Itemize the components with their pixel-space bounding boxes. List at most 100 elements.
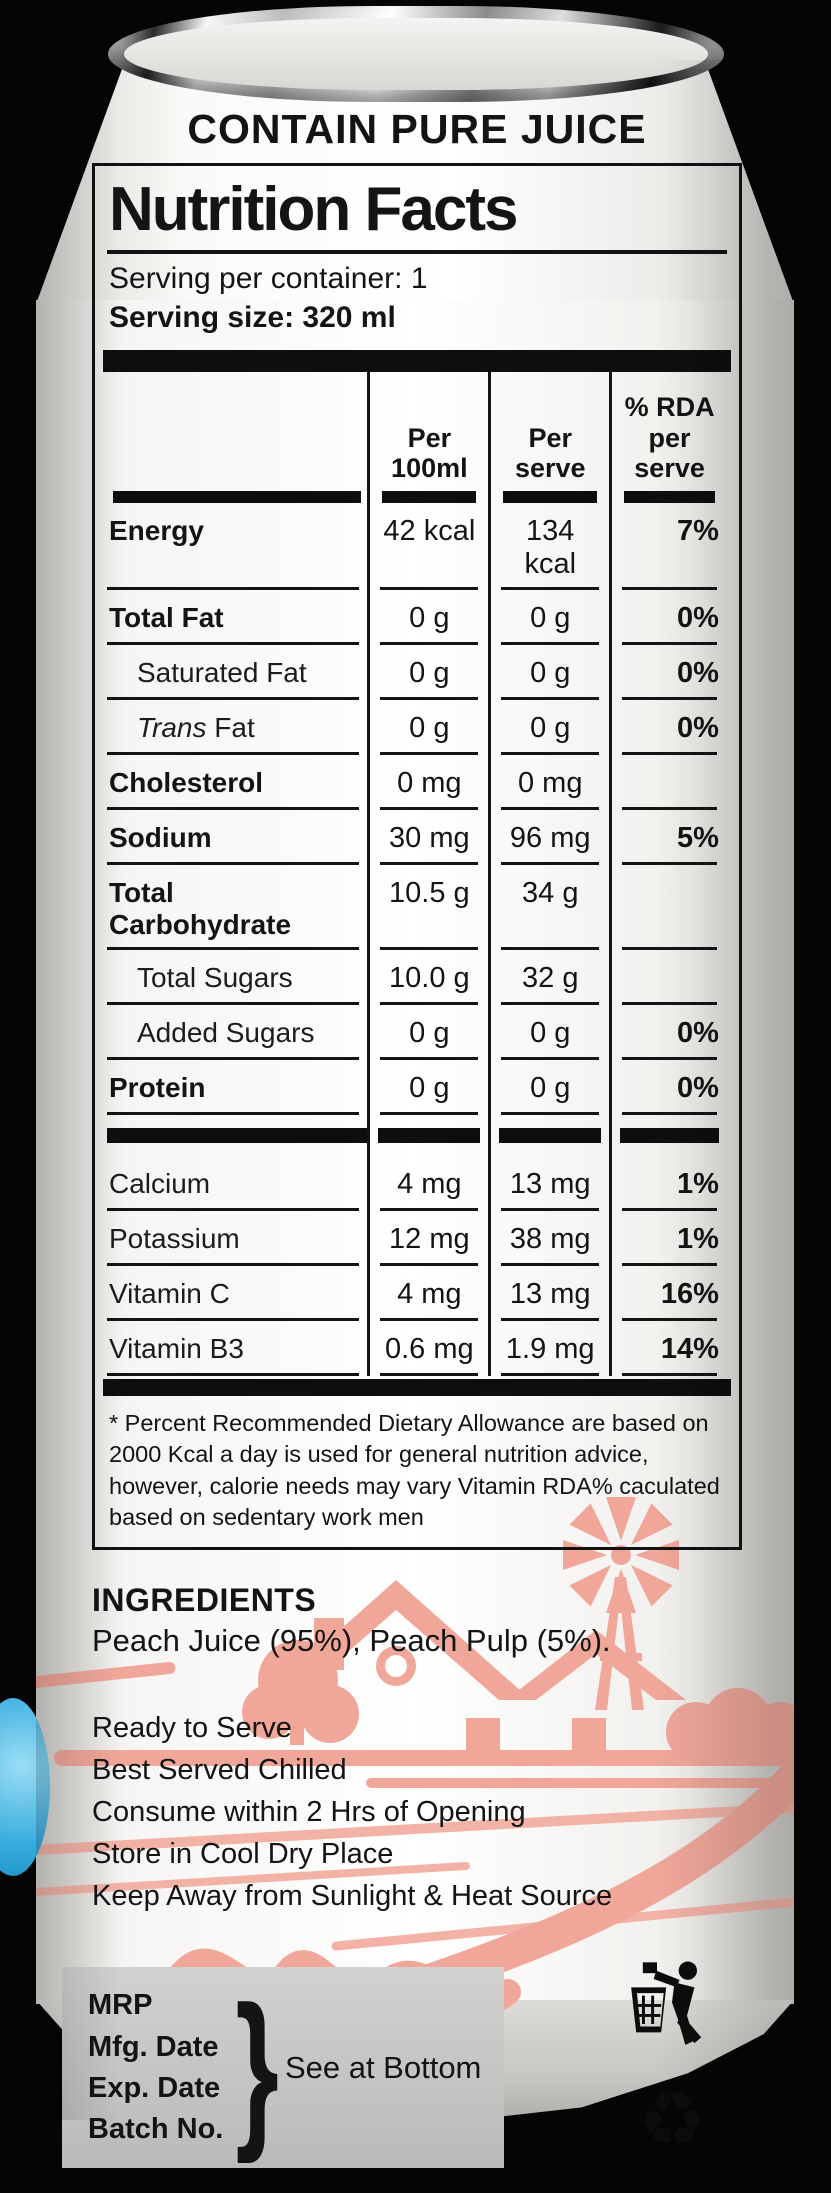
header-underbar: [382, 491, 477, 504]
top-banner-text: CONTAIN PURE JUICE: [187, 106, 647, 152]
tidyman-icon: [631, 1961, 702, 2046]
farm-illustration: [36, 1380, 794, 2025]
bottom-thick-bar: [103, 1379, 731, 1397]
bushes-icon: [666, 1688, 794, 1768]
rda-value: 14%: [609, 1321, 727, 1377]
ingredients-heading: INGREDIENTS: [92, 1582, 317, 1619]
rda-value: 1%: [609, 1211, 727, 1267]
per-100ml-value: 0 g: [367, 590, 488, 646]
header-per-serve: Per serve: [488, 372, 609, 504]
per-serve-value: 1.9 mg: [488, 1321, 609, 1377]
rda-value: 16%: [609, 1266, 727, 1322]
nutrient-label: Total Fat: [107, 590, 367, 646]
ingredients-text: Peach Juice (95%), Peach Pulp (5%).: [92, 1623, 611, 1659]
mrp-box: MRP Mfg. Date Exp. Date Batch No. } See …: [62, 1967, 504, 2169]
rda-value: 7%: [609, 503, 727, 591]
header-per-serve-label: Per serve: [514, 422, 586, 483]
can-body: [36, 300, 794, 2004]
rda-value: 0%: [609, 700, 727, 756]
rda-value: 0%: [609, 1005, 727, 1061]
per-serve-value: 13 mg: [488, 1266, 609, 1322]
header-nutrient-column: [107, 372, 367, 504]
rda-value: 0%: [609, 645, 727, 701]
nutrient-label: Calcium: [107, 1156, 367, 1212]
mrp-label: MRP: [88, 1989, 153, 2022]
farm-illustration-svg: [36, 1497, 794, 2025]
recycle-icon: ♻: [637, 2075, 707, 2165]
nutrient-label: Protein: [107, 1060, 367, 1116]
per-100ml-value: 30 mg: [367, 810, 488, 866]
per-serve-value: 0 mg: [488, 755, 609, 811]
rda-value: [609, 950, 727, 1006]
storage-line: Keep Away from Sunlight & Heat Source: [92, 1880, 613, 1913]
rda-footnote: * Percent Recommended Dietary Allowance …: [109, 1410, 720, 1530]
can-neck: [36, 66, 794, 304]
per-100ml-value: 4 mg: [367, 1266, 488, 1322]
nutrition-facts-panel: Nutrition Facts Serving per container: 1…: [92, 163, 742, 1551]
nutrient-row: Trans Fat 0 g 0 g 0%: [107, 700, 727, 756]
header-per-100ml-label: Per 100ml: [391, 422, 468, 483]
header-underbar: [503, 491, 598, 504]
nutrient-row: Vitamin B3 0.6 mg 1.9 mg 14%: [107, 1321, 727, 1377]
rda-value: 1%: [609, 1156, 727, 1212]
per-100ml-value: 10.5 g: [367, 865, 488, 951]
per-100ml-value: 0 g: [367, 645, 488, 701]
nutrient-label: Trans Fat: [107, 700, 367, 756]
separator-bar: [609, 1115, 727, 1157]
header-underbar: [113, 491, 362, 504]
storage-line: Store in Cool Dry Place: [92, 1838, 394, 1871]
per-serve-value: 38 mg: [488, 1211, 609, 1267]
storage-instructions: Ready to Serve Best Served Chilled Consu…: [92, 1707, 742, 1917]
storage-line: Best Served Chilled: [92, 1754, 347, 1787]
nutrient-row: Added Sugars 0 g 0 g 0%: [107, 1005, 727, 1061]
storage-line: Ready to Serve: [92, 1712, 292, 1745]
can-lid: [108, 6, 724, 102]
batch-no-label: Batch No.: [88, 2112, 224, 2145]
per-serve-value: 34 g: [488, 865, 609, 951]
exp-date-label: Exp. Date: [88, 2071, 221, 2104]
per-serve-value: 0 g: [488, 645, 609, 701]
mfg-date-label: Mfg. Date: [88, 2030, 219, 2063]
rda-value: [609, 865, 727, 951]
nutrient-label: Total Carbohydrate: [107, 865, 367, 951]
per-100ml-value: 0 g: [367, 700, 488, 756]
nutrition-facts-title: Nutrition Facts: [107, 176, 727, 255]
serving-per-container: Serving per container: 1: [109, 262, 428, 296]
nutrient-label: Vitamin B3: [107, 1321, 367, 1377]
header-underbar: [624, 491, 715, 504]
per-100ml-value: 4 mg: [367, 1156, 488, 1212]
nutrient-label: Energy: [107, 503, 367, 591]
separator-bar: [367, 1115, 488, 1157]
rda-value: 0%: [609, 1060, 727, 1116]
tree-icon: [242, 1640, 359, 1745]
nutrient-label: Saturated Fat: [107, 645, 367, 701]
brace-glyph: }: [235, 1970, 279, 2165]
nutrient-row: Sodium 30 mg 96 mg 5%: [107, 810, 727, 866]
see-at-bottom-note: See at Bottom: [284, 2049, 482, 2085]
nutrient-row: Vitamin C 4 mg 13 mg 16%: [107, 1266, 727, 1322]
nutrient-row: Total Sugars 10.0 g 32 g: [107, 950, 727, 1006]
label: CONTAIN PURE JUICE Nutrition Facts Servi…: [62, 106, 742, 2193]
nutrient-row: Saturated Fat 0 g 0 g 0%: [107, 645, 727, 701]
per-100ml-value: 12 mg: [367, 1211, 488, 1267]
trans-fat-italic: Trans: [137, 712, 207, 744]
nutrient-row: Total Carbohydrate 10.5 g 34 g: [107, 865, 727, 951]
serving-size: Serving size: 320 ml: [109, 301, 396, 335]
per-serve-value: 96 mg: [488, 810, 609, 866]
nutrient-row: Protein 0 g 0 g 0%: [107, 1060, 727, 1116]
bottom-info-section: MRP Mfg. Date Exp. Date Batch No. } See …: [62, 1961, 742, 2193]
rda-value: 0%: [609, 590, 727, 646]
per-100ml-value: 0 mg: [367, 755, 488, 811]
per-serve-value: 0 g: [488, 700, 609, 756]
separator-bar: [488, 1115, 609, 1157]
per-100ml-value: 0.6 mg: [367, 1321, 488, 1377]
section-separator-row: [107, 1115, 727, 1157]
nutrient-row: Energy 42 kcal 134 kcal 7%: [107, 503, 727, 591]
per-100ml-value: 42 kcal: [367, 503, 488, 591]
rda-value: [609, 755, 727, 811]
nutrient-row: Cholesterol 0 mg 0 mg: [107, 755, 727, 811]
table-header-row: Per 100ml Per serve % RDA per serve: [107, 372, 727, 504]
per-serve-value: 134 kcal: [488, 503, 609, 591]
header-rda: % RDA per serve: [609, 372, 727, 504]
